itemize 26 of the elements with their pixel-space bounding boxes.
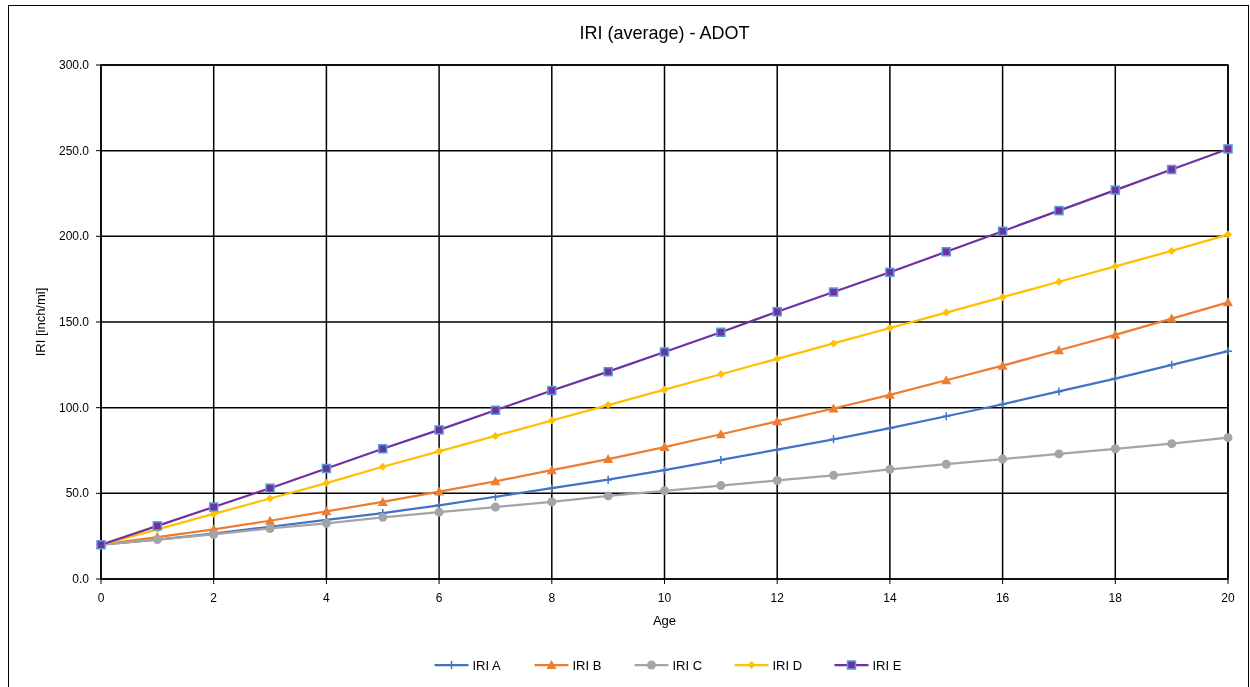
x-tick-label: 10 bbox=[657, 591, 672, 605]
x-tick-label: 2 bbox=[210, 591, 218, 605]
legend-label: IRI B bbox=[572, 658, 602, 673]
x-tick-label: 4 bbox=[323, 591, 331, 605]
x-tick-label: 8 bbox=[548, 591, 556, 605]
legend-label: IRI E bbox=[872, 658, 902, 673]
legend-label: IRI D bbox=[772, 658, 803, 673]
y-tick-label: 150.0 bbox=[58, 315, 90, 329]
y-tick-label: 250.0 bbox=[58, 143, 90, 158]
x-tick-label: 20 bbox=[1221, 591, 1235, 605]
y-tick-label: 300.0 bbox=[58, 58, 90, 72]
x-axis-title: Age bbox=[652, 613, 677, 628]
y-tick-label: 0.0 bbox=[72, 572, 90, 586]
y-axis-title: IRI [inch/mi] bbox=[33, 287, 48, 357]
y-tick-label: 100.0 bbox=[58, 400, 90, 415]
y-tick-label: 50.0 bbox=[65, 486, 90, 501]
x-tick-label: 18 bbox=[1108, 591, 1123, 605]
legend-label: IRI C bbox=[672, 658, 703, 673]
chart-title: IRI (average) - ADOT bbox=[579, 23, 750, 43]
x-tick-label: 0 bbox=[97, 591, 105, 605]
x-tick-label: 12 bbox=[770, 591, 785, 605]
x-tick-label: 6 bbox=[435, 591, 443, 605]
x-tick-label: 16 bbox=[995, 591, 1010, 605]
y-tick-label: 200.0 bbox=[58, 229, 90, 244]
x-tick-label: 14 bbox=[883, 591, 897, 605]
legend-label: IRI A bbox=[472, 658, 502, 673]
